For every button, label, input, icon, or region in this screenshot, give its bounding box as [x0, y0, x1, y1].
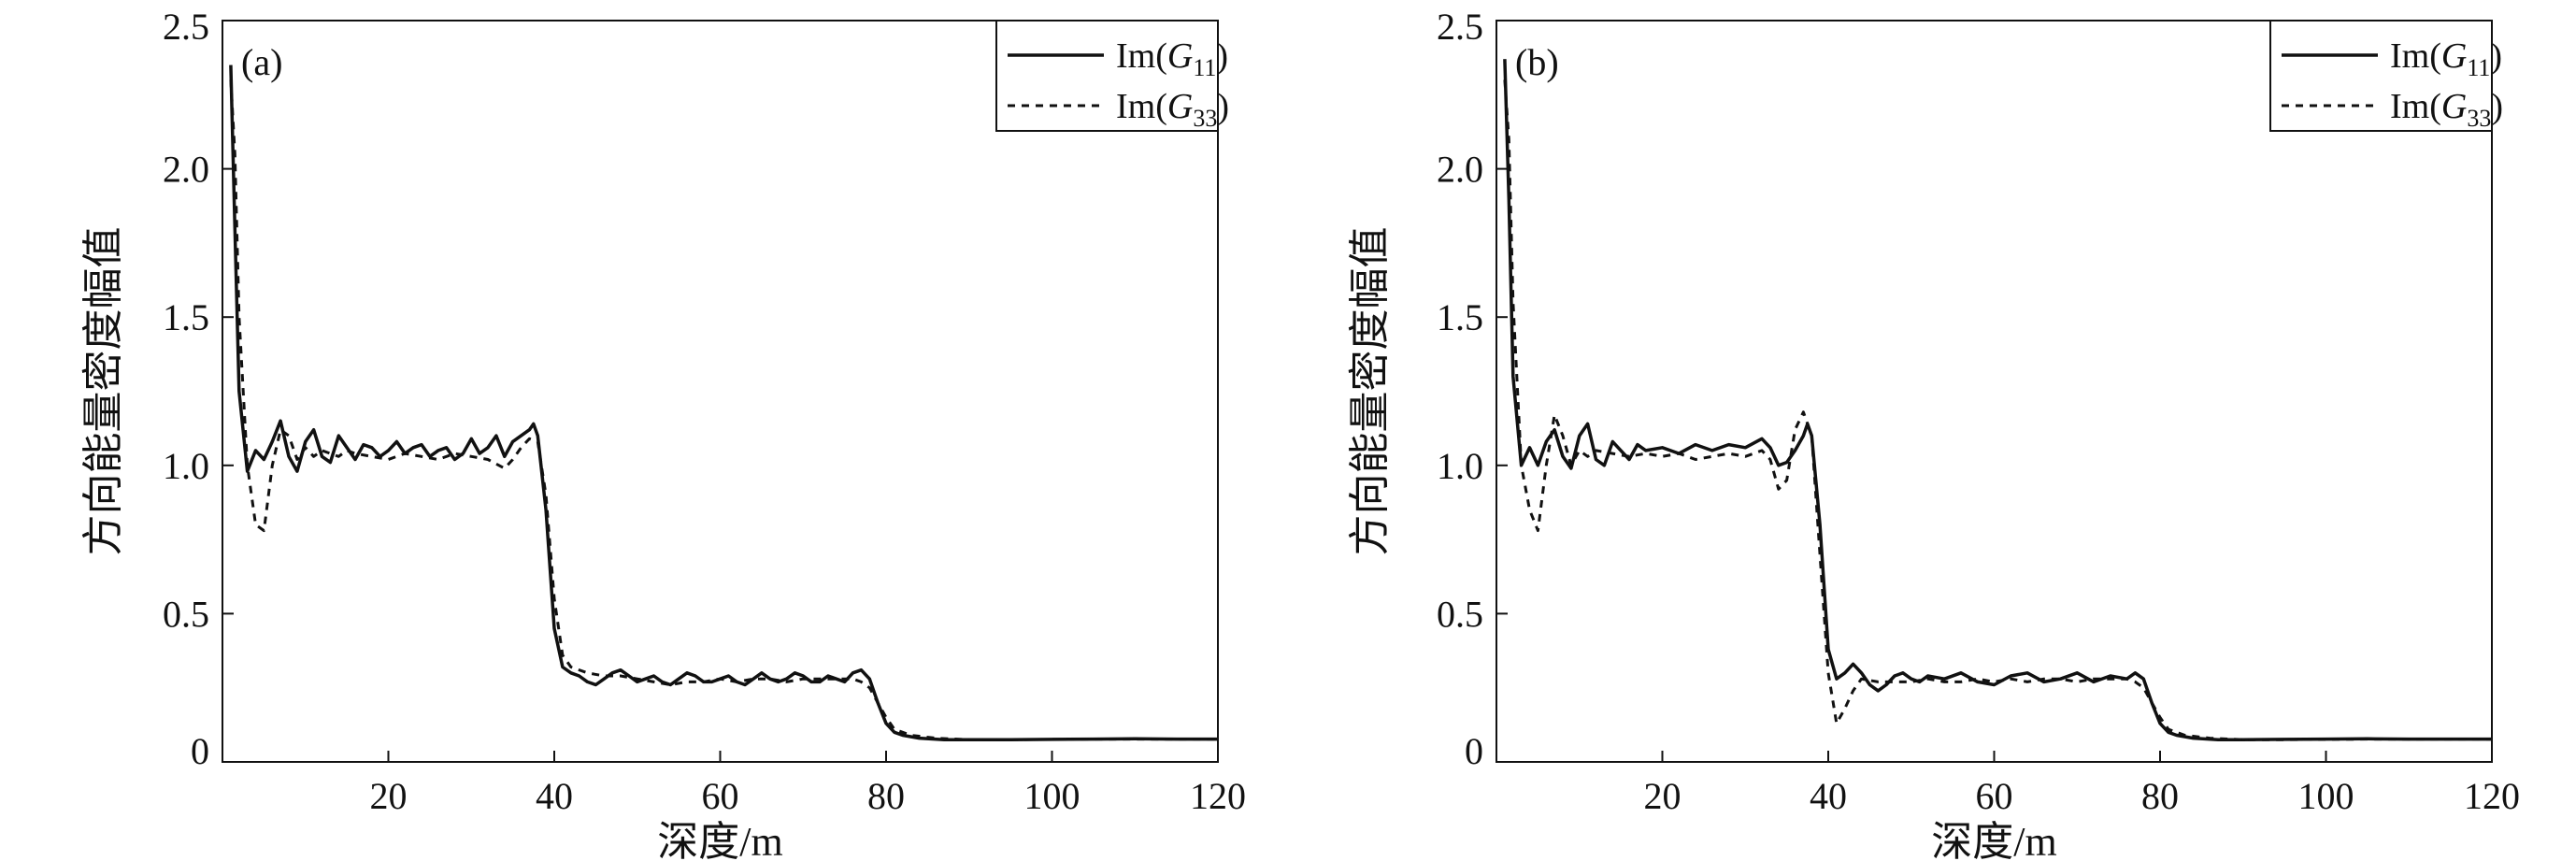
legend-prefix: Im: [2390, 87, 2429, 126]
y-tick-label: 1.0: [1437, 445, 1483, 487]
x-axis-title: 深度/m: [657, 819, 782, 861]
legend-open-paren: (: [1155, 36, 1167, 76]
x-tick-label: 40: [1810, 775, 1847, 817]
chart-panel-a: 20 40 60 80 100 120 0 0.5 1.0 1.5 2.0 2.5 深度/m 方向能量密度…: [80, 6, 1246, 861]
legend-close-paren: ): [2490, 36, 2502, 76]
y-tick-label: 2.0: [163, 149, 209, 191]
y-tick-label: 0: [191, 730, 209, 772]
series-line-g11: [1503, 59, 2492, 741]
x-tick-label: 120: [1190, 775, 1246, 817]
series-line-g33: [229, 79, 1218, 741]
legend-close-paren: ): [2491, 87, 2503, 126]
legend-symbol: G: [1167, 87, 1193, 126]
legend-open-paren: (: [2429, 87, 2441, 126]
legend-box: [2269, 20, 2493, 132]
series-line-g33: [1503, 79, 2492, 741]
legend-subscript: 11: [1193, 54, 1216, 81]
legend-label: Im(G33): [2390, 87, 2503, 132]
series-line-g11: [229, 65, 1218, 741]
legend-symbol: G: [1167, 36, 1193, 76]
y-axis-title: 方向能量密度幅值: [1347, 227, 1393, 556]
panel-label: (b): [1515, 41, 1559, 83]
y-tick-label: 1.5: [1437, 296, 1483, 338]
y-tick-label: 0.5: [1437, 593, 1483, 635]
legend-symbol: G: [2441, 87, 2467, 126]
legend-symbol: G: [2441, 36, 2467, 76]
x-tick-label: 60: [1976, 775, 2013, 817]
x-axis-title: 深度/m: [1931, 819, 2056, 861]
x-tick-label: 20: [370, 775, 408, 817]
x-tick-label: 80: [2141, 775, 2179, 817]
legend-subscript: 33: [1193, 105, 1217, 132]
y-tick-label: 2.0: [1437, 149, 1483, 191]
legend-prefix: Im: [2390, 36, 2429, 76]
legend-close-paren: ): [1216, 36, 1228, 76]
x-tick-label: 40: [536, 775, 573, 817]
x-tick-label: 60: [702, 775, 739, 817]
y-tick-label: 2.5: [163, 6, 209, 48]
legend-prefix: Im: [1116, 36, 1155, 76]
legend-subscript: 33: [2467, 105, 2491, 132]
y-tick-label: 0.5: [163, 593, 209, 635]
chart-panel-b: 20 40 60 80 100 120 0 0.5 1.0 1.5 2.0 2.5 深度/m 方向能量密度…: [1347, 6, 2520, 861]
legend-open-paren: (: [1155, 87, 1167, 126]
x-tick-label: 80: [867, 775, 905, 817]
x-tick-label: 100: [2298, 775, 2354, 817]
legend-label: Im(G11): [1116, 36, 1228, 81]
y-axis-title: 方向能量密度幅值: [80, 227, 126, 556]
x-tick-label: 100: [1024, 775, 1080, 817]
legend-close-paren: ): [1217, 87, 1229, 126]
y-tick-label: 1.0: [163, 445, 209, 487]
legend-box: [995, 20, 1219, 132]
x-tick-label: 120: [2464, 775, 2520, 817]
legend-open-paren: (: [2429, 36, 2441, 76]
legend-subscript: 11: [2467, 54, 2490, 81]
y-tick-label: 2.5: [1437, 6, 1483, 48]
legend-label: Im(G33): [1116, 87, 1229, 132]
panel-label: (a): [241, 41, 282, 83]
legend-prefix: Im: [1116, 87, 1155, 126]
y-tick-label: 1.5: [163, 296, 209, 338]
legend-label: Im(G11): [2390, 36, 2502, 81]
x-tick-label: 20: [1644, 775, 1682, 817]
y-tick-label: 0: [1465, 730, 1483, 772]
